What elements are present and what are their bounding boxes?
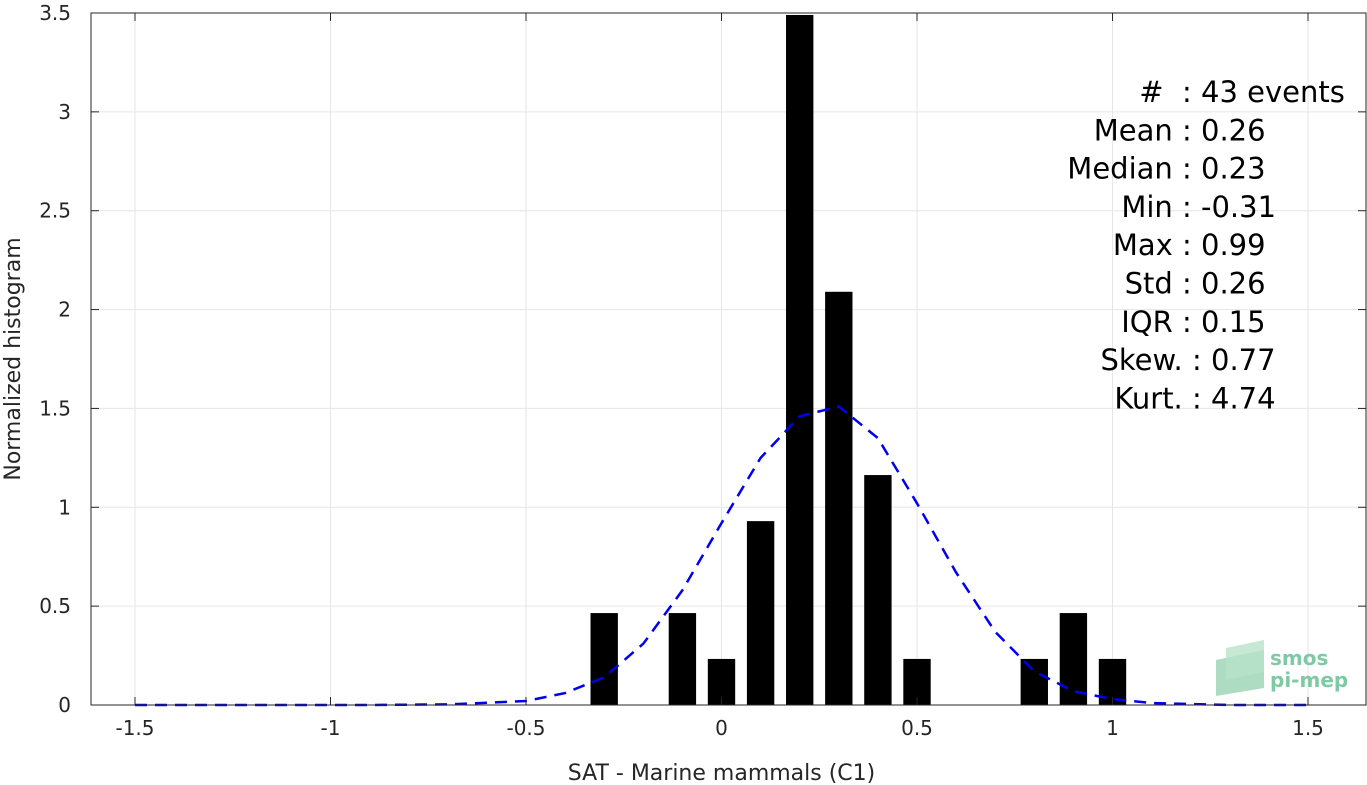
smos-pimep-logo: smos pi-mep: [1216, 640, 1348, 696]
stat-label: #: [1139, 75, 1182, 109]
logo-line-1: smos: [1270, 646, 1328, 670]
x-tick-label: -1: [321, 716, 341, 740]
plot-frame: [90, 12, 1367, 706]
y-tick-label: 1: [58, 495, 71, 519]
histogram-bar: [746, 521, 775, 705]
stat-value: : 0.77: [1192, 343, 1276, 377]
y-tick-label: 0: [58, 693, 71, 717]
x-tick-label: 1: [1106, 716, 1119, 740]
stat-value: : 0.23: [1182, 152, 1266, 186]
stat-label: Kurt.: [1114, 381, 1192, 415]
stat-value: : 0.26: [1182, 113, 1266, 147]
y-tick-label: 2: [58, 298, 71, 322]
y-tick-label: 0.5: [39, 594, 71, 618]
histogram-bar: [786, 14, 814, 705]
histogram-bar: [1059, 613, 1088, 705]
histogram-bar: [590, 613, 618, 705]
stat-value: : 0.99: [1182, 228, 1266, 262]
histogram-bar: [668, 613, 697, 705]
x-tick-label: 0.5: [901, 716, 933, 740]
fit-curve-line: [135, 405, 1308, 707]
histogram-bars: [590, 14, 1127, 705]
grid-lines: [91, 12, 1367, 706]
stat-label: Std: [1125, 267, 1182, 301]
x-axis-label: SAT - Marine mammals (C1): [568, 761, 876, 785]
x-tick-label: 1.5: [1292, 716, 1324, 740]
stat-label: Max: [1113, 228, 1182, 262]
stat-label: Mean: [1094, 113, 1182, 147]
y-tick-label: 3.5: [39, 1, 71, 25]
histogram-bar: [864, 475, 892, 705]
histogram-bar: [825, 291, 853, 705]
axis-ticks: [91, 12, 1366, 706]
logo-emblem-shade-icon: [1226, 640, 1264, 680]
x-tick-label: 0: [715, 716, 728, 740]
stat-value: : 4.74: [1192, 381, 1276, 415]
stat-value: : 43 events: [1182, 75, 1345, 109]
x-tick-label: -1.5: [115, 716, 154, 740]
stat-value: : 0.26: [1182, 267, 1266, 301]
stat-value: : -0.31: [1182, 190, 1276, 224]
stat-label: Median: [1067, 152, 1182, 186]
fit-curve-group: [135, 405, 1308, 707]
stat-label: IQR: [1121, 305, 1182, 339]
y-tick-label: 1.5: [39, 396, 71, 420]
y-axis-label: Normalized histogram: [1, 237, 26, 480]
logo-line-2: pi-mep: [1270, 668, 1348, 692]
stat-label: Min: [1121, 190, 1182, 224]
tick-labels: -1.5 -1 -0.5 0 0.5 1 1.5 0 0.5 1 1.5 2 2.5 3 3.5: [39, 1, 1324, 740]
y-tick-label: 3: [58, 100, 71, 124]
histogram-bar: [1020, 658, 1048, 705]
stat-label: Skew.: [1100, 343, 1192, 377]
stat-value: : 0.15: [1182, 305, 1266, 339]
y-tick-label: 2.5: [39, 199, 71, 223]
x-tick-label: -0.5: [506, 716, 545, 740]
